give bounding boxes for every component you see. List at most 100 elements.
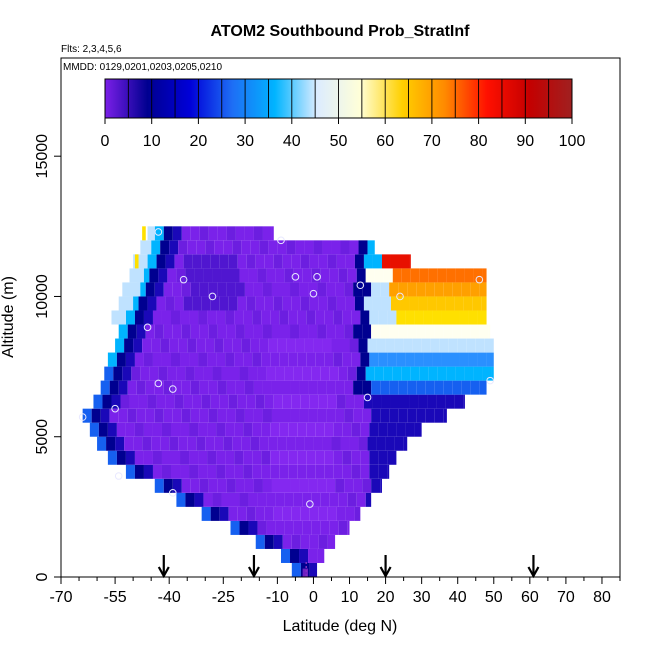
field-cell [208, 324, 218, 339]
field-cell [273, 506, 283, 521]
field-cell [138, 296, 148, 311]
field-cell [190, 380, 200, 395]
field-cell [270, 352, 280, 367]
field-cell [358, 338, 368, 353]
field-cell [169, 240, 179, 255]
field-cell [262, 282, 272, 297]
field-cell [326, 324, 336, 339]
field-cell [342, 352, 352, 367]
field-cell [273, 296, 283, 311]
field-cell [235, 282, 245, 297]
field-cell [178, 436, 188, 451]
sample-points [78, 228, 494, 508]
field-cell [463, 296, 473, 311]
field-cell [264, 506, 274, 521]
field-cell [297, 310, 307, 325]
field-cell [457, 338, 467, 353]
field-cell [201, 506, 211, 521]
field-cell [320, 520, 330, 535]
field-cell [488, 324, 491, 339]
field-cell [174, 254, 184, 269]
field-cell [198, 464, 208, 479]
field-cell [290, 282, 300, 297]
field-cell [210, 394, 220, 409]
x-tick-label: -55 [104, 589, 127, 606]
colorbar-tick-label: 30 [236, 133, 254, 150]
field-cell [362, 324, 372, 339]
field-cell [226, 380, 236, 395]
field-cell [122, 282, 141, 297]
field-cell [410, 268, 420, 283]
field-cell [259, 338, 269, 353]
field-cell [176, 268, 186, 283]
field-cell [198, 310, 208, 325]
field-cell [198, 450, 208, 465]
field-cell [170, 310, 181, 325]
field-cell [389, 408, 399, 423]
field-cell [482, 268, 487, 283]
field-cell [273, 394, 283, 409]
colorbar-tick-label: 70 [423, 133, 441, 150]
down-arrow-head [527, 566, 540, 579]
field-cell [450, 352, 460, 367]
field-cell [225, 310, 235, 325]
field-cell [396, 352, 406, 367]
field-cell [389, 282, 399, 297]
field-cell [354, 296, 364, 311]
field-cell [160, 338, 170, 353]
field-cell [266, 366, 276, 381]
field-cell [165, 394, 175, 409]
plot-frame [60, 57, 621, 578]
field-cell [169, 338, 179, 353]
field-cell [170, 422, 181, 437]
field-cell [324, 450, 334, 465]
field-cell [230, 268, 240, 283]
field-cell [165, 254, 175, 269]
field-cell [243, 450, 253, 465]
field-cell [338, 366, 348, 381]
field-cell [282, 254, 292, 269]
field-cell [481, 296, 487, 311]
field-cell [234, 450, 244, 465]
field-cell [115, 436, 125, 451]
field-cell [400, 296, 410, 311]
field-cell [291, 394, 301, 409]
field-cell [344, 380, 354, 395]
field-cell [156, 296, 166, 311]
field-cell [353, 282, 363, 297]
field-cell [226, 282, 236, 297]
sample-point [169, 385, 177, 393]
field-cell [279, 422, 289, 437]
field-cell [297, 464, 307, 479]
field-cell [196, 436, 206, 451]
x-tick-label: -70 [49, 589, 72, 606]
field-cell [331, 338, 341, 353]
field-cell [257, 366, 267, 381]
field-cell [217, 226, 227, 241]
field-cell [185, 492, 195, 507]
field-cell [387, 352, 397, 367]
field-cell [291, 534, 301, 549]
colorbar-tick-label: 100 [559, 133, 586, 150]
field-cell [378, 422, 388, 437]
field-cell [317, 282, 327, 297]
field-cell [118, 296, 134, 311]
field-cell [308, 324, 318, 339]
field-cell [244, 408, 254, 423]
field-cell [217, 380, 227, 395]
field-cell [255, 254, 265, 269]
sample-point [396, 292, 404, 301]
field-cell [205, 240, 215, 255]
field-cell [282, 296, 292, 311]
field-cell [145, 380, 155, 395]
field-cell [181, 380, 191, 395]
field-cell [291, 506, 301, 521]
field-cell [152, 310, 162, 325]
field-cell [250, 240, 260, 255]
field-cell [212, 366, 222, 381]
field-cell [189, 310, 199, 325]
field-cell [257, 520, 267, 535]
field-cell [178, 338, 188, 353]
field-cell [172, 282, 182, 297]
field-cell [309, 534, 319, 549]
